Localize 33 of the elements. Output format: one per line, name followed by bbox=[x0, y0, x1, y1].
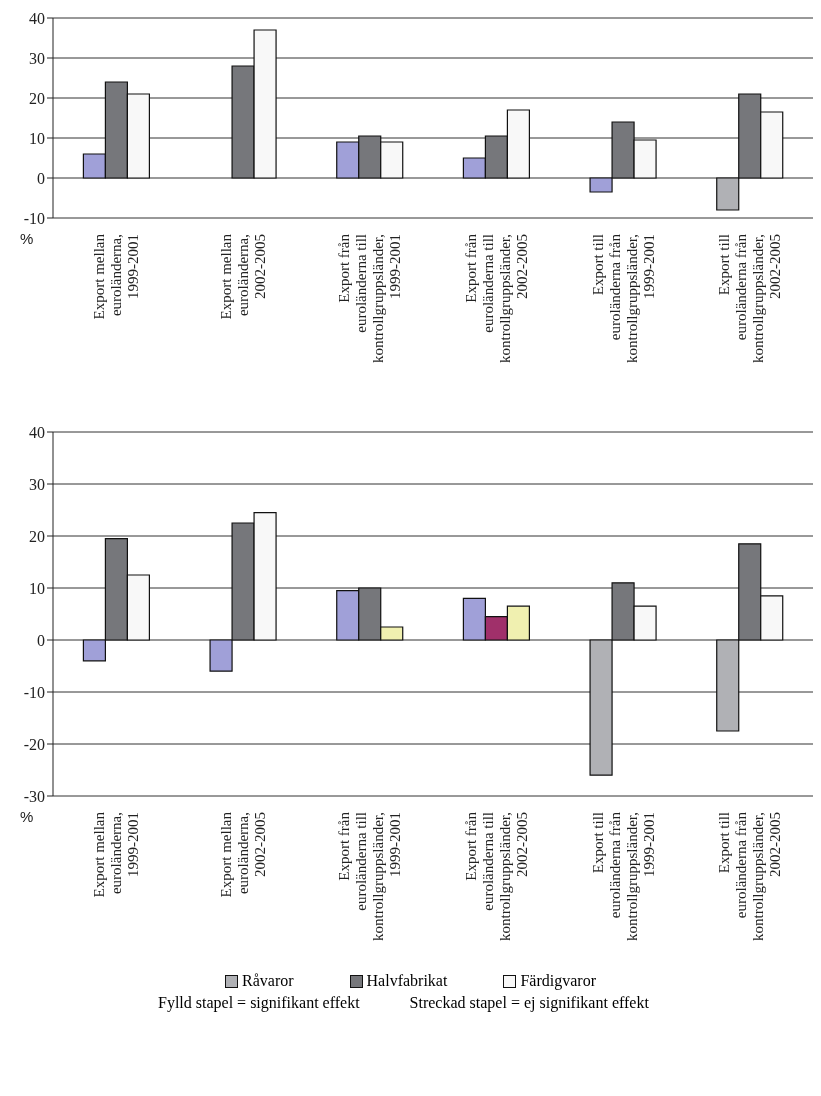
x-tick-label: Export mellan euroländerna, 1999-2001 bbox=[91, 233, 142, 320]
y-tick-label: -10 bbox=[23, 209, 45, 227]
y-tick-label: 30 bbox=[29, 49, 45, 67]
y-tick-label: -30 bbox=[23, 787, 45, 805]
y-tick-label: -20 bbox=[23, 735, 45, 753]
y-tick-label: 10 bbox=[29, 579, 45, 597]
legend-label: Halvfabrikat bbox=[366, 972, 448, 990]
y-tick-label: 0 bbox=[37, 631, 45, 649]
y-axis-title: % bbox=[20, 808, 34, 825]
x-tick-label: Export till euroländerna från kontrollgruppsländer, 1999-2001 bbox=[589, 811, 657, 941]
y-axis-title: % bbox=[20, 230, 34, 247]
x-tick-label: Export till euroländerna från kontrollgruppsländer, 1999-2001 bbox=[589, 233, 657, 363]
text: Fylld stapel = signifikant effekt bbox=[158, 994, 360, 1012]
x-tick-label: Export till euroländerna från kontrollgruppsländer, 2002-2005 bbox=[716, 811, 784, 941]
x-tick-label: Export till euroländerna från kontrollgruppsländer, 2002-2005 bbox=[716, 233, 784, 363]
x-tick-label: Export mellan euroländerna, 2002-2005 bbox=[218, 233, 268, 320]
y-tick-label: 30 bbox=[29, 475, 45, 493]
y-tick-label: 20 bbox=[29, 89, 45, 107]
y-tick-label: 40 bbox=[29, 9, 45, 27]
x-tick-label: Export från euroländerna till kontrollgruppsländer, 1999-2001 bbox=[336, 811, 404, 941]
x-tick-label: Export mellan euroländerna, 2002-2005 bbox=[218, 811, 268, 898]
y-tick-label: -10 bbox=[23, 683, 45, 701]
x-tick-label: Export från euroländerna till kontrollgruppsländer, 2002-2005 bbox=[462, 233, 530, 363]
legend-label: Färdigvaror bbox=[520, 972, 596, 990]
x-tick-label: Export mellan euroländerna, 1999-2001 bbox=[91, 811, 142, 898]
y-tick-label: 40 bbox=[29, 423, 45, 441]
legend-label: Råvaror bbox=[242, 972, 294, 990]
y-tick-label: 20 bbox=[29, 527, 45, 545]
x-tick-label: Export från euroländerna till kontrollgruppsländer, 1999-2001 bbox=[336, 233, 404, 363]
text: Streckad stapel = ej signifikant effekt bbox=[409, 994, 649, 1012]
y-tick-label: 0 bbox=[37, 169, 45, 187]
y-tick-label: 10 bbox=[29, 129, 45, 147]
x-tick-label: Export från euroländerna till kontrollgruppsländer, 2002-2005 bbox=[462, 811, 530, 941]
